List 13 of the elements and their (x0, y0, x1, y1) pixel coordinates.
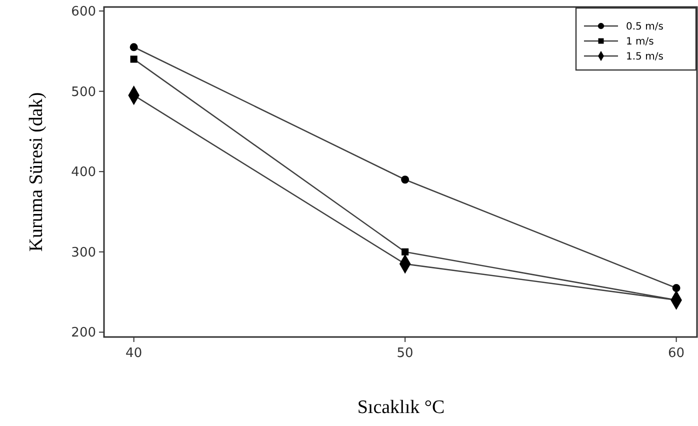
y-tick-label: 200 (71, 326, 96, 341)
y-tick-label: 500 (71, 84, 96, 100)
x-tick-label: 60 (668, 346, 685, 361)
legend-label: 0.5 m/s (626, 22, 664, 32)
x-tick-label: 50 (396, 346, 414, 361)
y-axis-title: Kuruma Süresi (dak) (26, 92, 47, 252)
y-tick-label: 300 (71, 245, 96, 260)
y-tick-label: 600 (71, 4, 96, 20)
legend-label: 1.5 m/s (626, 52, 664, 62)
x-axis-title: Sıcaklık °C (357, 397, 445, 418)
legend-label: 1 m/s (626, 36, 654, 48)
y-tick-label: 400 (71, 165, 96, 180)
x-tick-label: 40 (126, 346, 142, 361)
